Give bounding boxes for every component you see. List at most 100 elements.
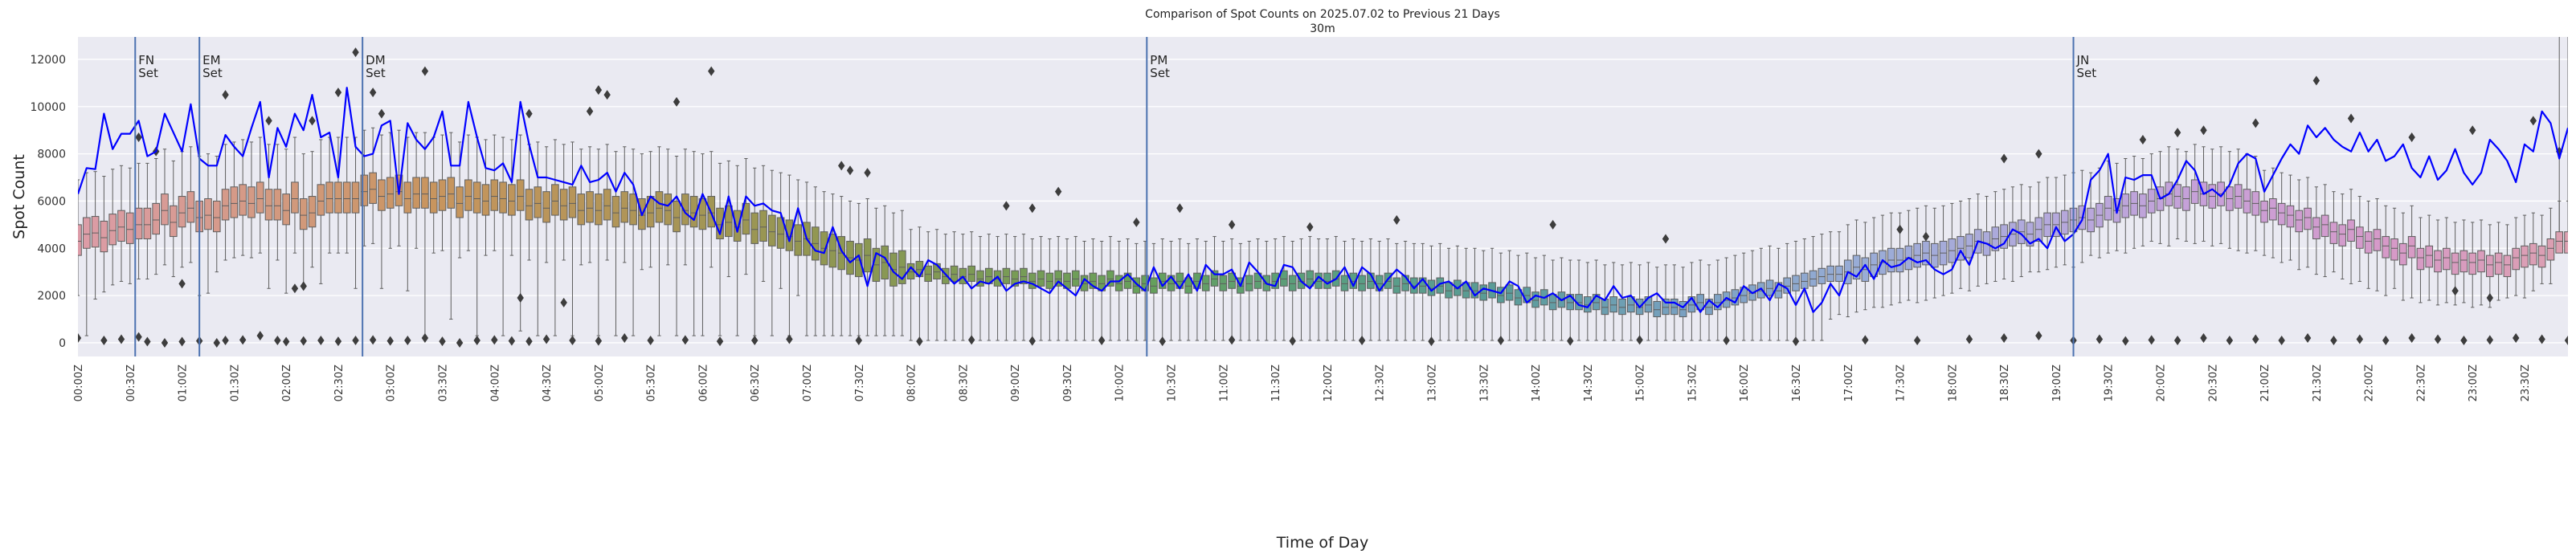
- box-iqr: [1479, 284, 1488, 301]
- box-iqr: [1167, 275, 1176, 291]
- box: [1670, 264, 1678, 341]
- outlier-point: [300, 336, 307, 346]
- box-iqr: [1818, 267, 1826, 284]
- box-iqr: [386, 177, 395, 209]
- box-iqr: [256, 181, 264, 214]
- outlier-point: [716, 336, 724, 347]
- box: [247, 141, 256, 259]
- box-iqr: [568, 186, 577, 218]
- box-iqr: [239, 184, 247, 216]
- box-iqr: [1123, 272, 1132, 289]
- box: [1696, 259, 1705, 341]
- box: [2104, 160, 2112, 254]
- box-iqr: [1505, 284, 1514, 301]
- box-iqr: [1358, 275, 1366, 291]
- x-tick-label: 19:00Z: [2051, 365, 2063, 401]
- outlier-point: [2486, 293, 2494, 303]
- outlier-point: [100, 335, 108, 345]
- box-iqr: [464, 179, 472, 211]
- outlier-point: [1228, 219, 1236, 230]
- box-iqr: [577, 193, 586, 226]
- box-iqr: [1210, 270, 1219, 287]
- box-iqr: [1201, 275, 1210, 291]
- box: [1678, 267, 1687, 341]
- box-iqr: [447, 177, 456, 209]
- outlier-point: [525, 108, 533, 119]
- box: [2521, 214, 2529, 299]
- box: [820, 191, 828, 336]
- box-iqr: [603, 189, 611, 221]
- box-iqr: [2555, 231, 2564, 254]
- box-iqr: [1114, 275, 1123, 291]
- event-label: Set: [202, 66, 223, 80]
- box-iqr: [1349, 272, 1358, 289]
- x-tick-label: 03:30Z: [438, 365, 450, 401]
- outlier-point: [1922, 231, 1930, 242]
- box: [2459, 219, 2468, 303]
- y-tick-label: 0: [59, 337, 66, 350]
- box-iqr: [2329, 222, 2338, 244]
- x-tick-label: 14:00Z: [1531, 365, 1543, 401]
- box-iqr: [2512, 247, 2521, 271]
- box: [186, 146, 195, 263]
- box-iqr: [750, 212, 759, 244]
- outlier-point: [178, 279, 186, 289]
- outlier-point: [239, 335, 247, 345]
- box-iqr: [742, 202, 750, 235]
- box: [577, 149, 586, 266]
- box-iqr: [733, 210, 742, 242]
- box: [681, 149, 689, 266]
- box: [472, 136, 481, 336]
- box-iqr: [1514, 289, 1523, 306]
- outlier-point: [1393, 214, 1400, 225]
- box: [1349, 238, 1358, 341]
- event-label: PM: [1150, 53, 1167, 67]
- x-tick-label: 20:00Z: [2155, 365, 2167, 401]
- outlier-point: [1636, 335, 1643, 345]
- box-iqr: [152, 202, 161, 235]
- box: [1618, 264, 1626, 341]
- box: [78, 179, 82, 296]
- box-iqr: [369, 172, 377, 204]
- box: [464, 134, 472, 251]
- x-tick-label: 10:30Z: [1167, 365, 1179, 401]
- box: [438, 134, 447, 251]
- box-iqr: [1219, 275, 1228, 291]
- box: [1514, 255, 1523, 341]
- box: [976, 236, 984, 341]
- box: [1835, 231, 1843, 316]
- outlier-point: [2382, 335, 2390, 345]
- box: [1653, 267, 1662, 341]
- box: [933, 229, 941, 341]
- x-tick-label: 17:30Z: [1895, 365, 1907, 401]
- box: [1774, 247, 1783, 341]
- box: [620, 146, 629, 263]
- box: [2546, 207, 2555, 284]
- box: [1045, 238, 1054, 341]
- x-tick-label: 01:30Z: [229, 365, 241, 401]
- y-tick-label: 10000: [30, 101, 66, 114]
- box-iqr: [2364, 231, 2373, 254]
- box-iqr: [161, 193, 169, 226]
- box-iqr: [1696, 294, 1705, 311]
- box: [2390, 207, 2398, 289]
- box: [1080, 240, 1089, 341]
- box-iqr: [1592, 294, 1601, 311]
- outlier-point: [135, 332, 142, 342]
- box-iqr: [586, 191, 594, 223]
- y-axis-label: Spot Count: [10, 154, 28, 239]
- box: [1114, 240, 1123, 341]
- outlier-point: [439, 336, 446, 347]
- box-iqr: [2494, 252, 2503, 275]
- event-label: JN: [2076, 53, 2090, 67]
- box-iqr: [2277, 202, 2286, 226]
- outlier-point: [421, 333, 429, 344]
- box: [854, 202, 863, 336]
- box: [1210, 236, 1219, 341]
- outlier-point: [161, 337, 169, 348]
- x-tick-label: 05:00Z: [594, 365, 606, 401]
- event-label: Set: [366, 66, 386, 80]
- x-tick-label: 23:00Z: [2468, 365, 2480, 401]
- box: [1713, 259, 1722, 341]
